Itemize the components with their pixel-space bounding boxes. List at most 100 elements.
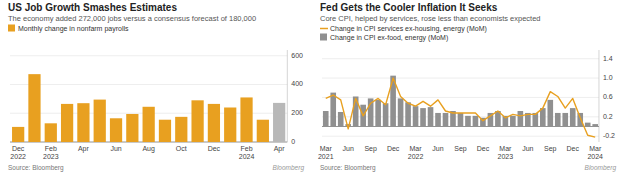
y-tick-label: 200 [291,109,303,116]
x-tick-line: Jun [522,145,533,152]
source: Source: Bloomberg [8,164,64,172]
bar [45,123,57,142]
x-tick-line: 2024 [587,153,603,160]
x-tick-line: Apr [78,145,90,153]
legend-label: Change in CPI services ex-housing, energ… [330,25,487,33]
x-tick-label: Apr [274,145,286,153]
bar [458,113,464,127]
bar [330,93,336,127]
bar [577,113,583,127]
bar [585,123,591,127]
x-tick-line: 2022 [10,153,26,160]
x-tick-label: Dec [477,145,490,152]
grid-line [10,84,287,85]
title: US Job Growth Smashes Estimates [8,2,177,13]
x-tick-line: Jun [343,145,354,152]
y-tick-label: -0.2 [603,132,615,139]
legend-label: Monthly change in nonfarm payrolls [18,25,129,33]
bar [12,127,24,142]
x-tick-line: Jun [432,145,443,152]
bar [28,74,40,142]
bar [555,113,561,127]
x-tick-label: Mar2022 [408,145,424,160]
x-tick-label: Jun [522,145,533,152]
y-tick-label: 1.0 [603,74,613,81]
marks [12,74,285,142]
x-tick-line: Sep [364,145,377,153]
bar [562,113,568,127]
x-tick-line: Feb [241,145,253,152]
bar [208,104,220,142]
grid-line [322,78,599,79]
credit: Bloomberg [585,164,617,172]
x-tick-line: 2023 [43,153,59,160]
y-tick-label: 0.2 [603,113,613,120]
x-tick-label: Dec2022 [10,145,26,160]
x-tick-line: 2023 [498,153,514,160]
x-tick-line: 2021 [318,153,334,160]
line [326,78,595,137]
bar [570,108,576,126]
x-tick-label: Apr [78,145,90,153]
bar [540,108,546,126]
legend: Change in CPI services ex-housing, energ… [320,25,487,42]
bar [510,116,516,127]
bar [420,108,426,126]
x-tick-label: Aug [142,145,155,153]
x-tick-label: Sep [544,145,557,153]
bar [338,112,344,127]
x-tick-label: Sep [454,145,467,153]
x-tick-line: Apr [274,145,286,153]
marks [323,76,598,137]
x-tick-label: Oct [176,145,187,152]
credit: Bloomberg [273,164,305,172]
bar [159,120,171,142]
x-tick-line: Mar [589,145,602,152]
x-tick-label: Jun [343,145,354,152]
x-tick-label: Dec [208,145,221,152]
x-tick-line: Sep [454,145,467,153]
bar [126,114,138,142]
bar [435,113,441,127]
bar [224,108,236,143]
x-tick-line: Aug [142,145,155,153]
bar [240,97,252,142]
bar [592,124,598,126]
x-tick-line: Dec [567,145,580,152]
x-tick-line: Oct [176,145,187,152]
bar-series [12,74,285,142]
bar [413,106,419,126]
x-tick-line: Jun [110,145,121,152]
grid-line [322,136,599,137]
title: Fed Gets the Cooler Inflation It Seeks [320,2,498,13]
subtitle: The economy added 272,000 jobs versus a … [8,14,256,23]
x-tick-label: Feb2024 [239,145,255,160]
bar [143,107,155,142]
legend-swatch [320,34,327,41]
bar [110,118,122,142]
x-tick-line: Dec [387,145,400,152]
x-tick-label: Dec [387,145,400,152]
bar [473,116,479,127]
x-tick-label: Sep [364,145,377,153]
legend: Monthly change in nonfarm payrolls [8,25,129,34]
legend-item: Monthly change in nonfarm payrolls [8,25,129,34]
x-tick-line: 2022 [408,153,424,160]
x-tick-label: Feb2023 [43,145,59,160]
x-tick-line: Feb [45,145,57,152]
bar [323,111,329,126]
bar [383,103,389,126]
y-axis-line [598,50,599,142]
x-tick-label: Mar2023 [498,145,514,160]
y-tick-label: 600 [291,52,303,59]
y-tick-label: 0.6 [603,93,613,100]
bar [257,120,269,142]
bar [77,103,89,142]
bar [518,111,524,126]
bar [405,102,411,126]
bar [443,113,449,127]
x-tick-line: Mar [410,145,423,152]
y-tick-label: 0 [291,138,295,145]
bar [273,103,285,142]
bar-series [323,76,598,127]
